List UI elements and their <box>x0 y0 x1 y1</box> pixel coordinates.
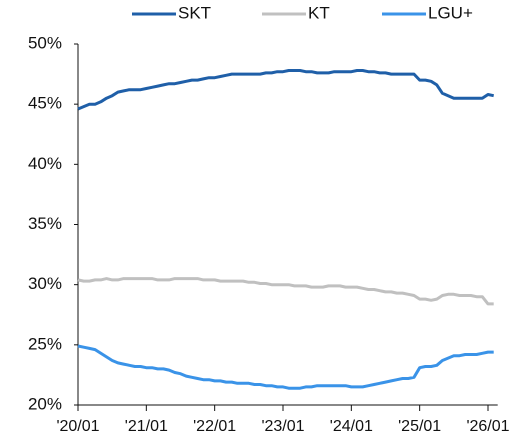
y-tick-label: 25% <box>28 334 62 353</box>
x-tick-label: '24/01 <box>330 418 373 435</box>
y-tick-label: 40% <box>28 154 62 173</box>
y-tick-label: 35% <box>28 214 62 233</box>
series-line <box>77 277 494 306</box>
y-tick-label: 50% <box>28 33 62 52</box>
x-tick-label: '26/01 <box>466 418 509 435</box>
series-line <box>77 344 494 390</box>
x-tick-label: '25/01 <box>398 418 441 435</box>
x-tick-label: '23/01 <box>261 418 304 435</box>
x-tick-label: '20/01 <box>56 418 99 435</box>
legend-label: KT <box>308 3 330 22</box>
series-line <box>77 69 495 111</box>
x-tick-label: '21/01 <box>125 418 168 435</box>
x-tick-label: '22/01 <box>193 418 236 435</box>
y-tick-label: 45% <box>28 94 62 113</box>
y-tick-label: 30% <box>28 274 62 293</box>
legend-label: LGU+ <box>428 3 473 22</box>
legend-label: SKT <box>178 3 211 22</box>
y-tick-label: 20% <box>28 394 62 413</box>
